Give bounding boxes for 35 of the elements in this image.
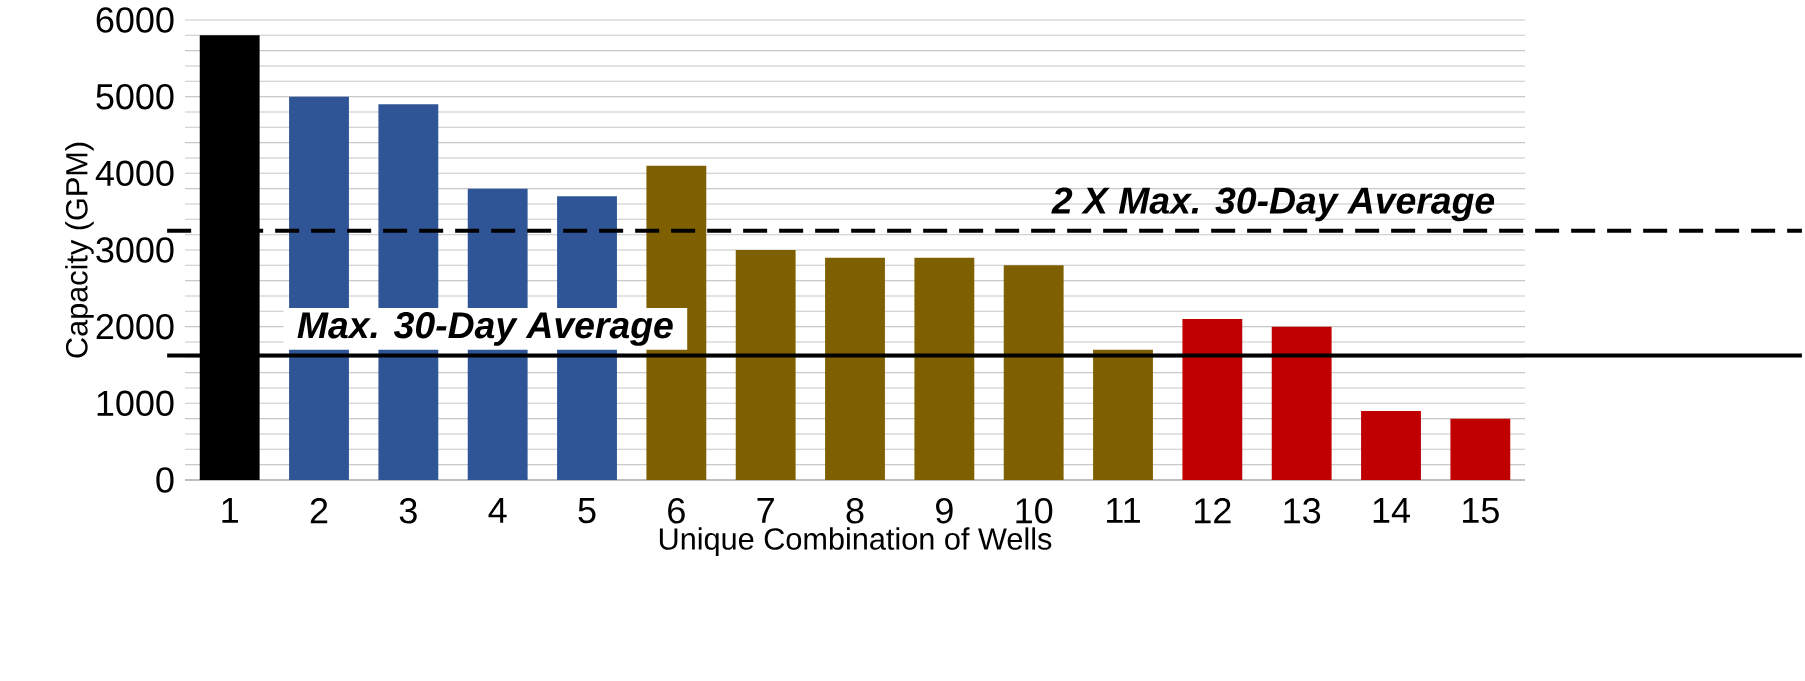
bar bbox=[1271, 326, 1332, 480]
x-tick-label: 4 bbox=[488, 498, 507, 523]
y-tick-label: 3000 bbox=[96, 237, 174, 263]
x-tick-label: 15 bbox=[1463, 498, 1499, 524]
x-tick-label: 14 bbox=[1373, 498, 1410, 523]
bar bbox=[1450, 418, 1511, 480]
y-axis-title: Capacity (GPM) bbox=[65, 142, 94, 358]
bar bbox=[1361, 410, 1421, 480]
x-tick-label: 9 bbox=[936, 498, 953, 524]
bar bbox=[1003, 265, 1064, 480]
bar bbox=[825, 257, 885, 480]
y-tick-label: 5000 bbox=[96, 83, 174, 110]
x-tick-label: 11 bbox=[1107, 498, 1140, 523]
x-axis-title: Unique Combination of Wells bbox=[659, 527, 1052, 556]
x-tick-label: 6 bbox=[668, 498, 685, 524]
bar bbox=[1182, 318, 1243, 480]
x-tick-label: 3 bbox=[399, 498, 417, 524]
ref-line-label: Max. 30-Day Average bbox=[297, 312, 673, 346]
x-tick-label: 7 bbox=[757, 498, 774, 523]
y-tick-label: 1000 bbox=[97, 390, 174, 417]
y-tick-label: 2000 bbox=[96, 313, 174, 340]
y-tick-label: 4000 bbox=[95, 160, 174, 187]
y-tick-label: 0 bbox=[156, 467, 174, 493]
x-tick-label: 1 bbox=[222, 498, 238, 523]
x-tick-label: 8 bbox=[846, 498, 864, 524]
x-tick-label: 12 bbox=[1195, 498, 1231, 524]
bar bbox=[735, 249, 796, 480]
ref-line-label: 2 X Max. 30-Day Average bbox=[1051, 187, 1495, 222]
x-tick-label: 5 bbox=[578, 498, 596, 524]
bar bbox=[1093, 349, 1153, 480]
x-tick-label: 10 bbox=[1016, 498, 1053, 524]
bar bbox=[914, 257, 975, 480]
x-tick-label: 2 bbox=[310, 498, 328, 524]
y-tick-label: 6000 bbox=[96, 7, 174, 33]
x-tick-label: 13 bbox=[1284, 498, 1321, 524]
